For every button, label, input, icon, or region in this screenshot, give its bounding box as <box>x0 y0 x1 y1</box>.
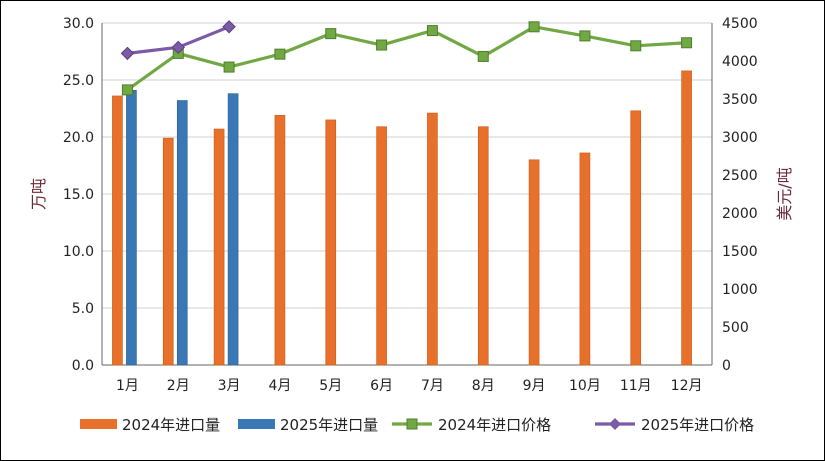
x-tick-label: 2月 <box>167 378 190 394</box>
bar-2024 <box>630 110 642 366</box>
right-axis-title: 美元/吨 <box>775 167 794 220</box>
left-tick-label: 10.0 <box>63 244 94 260</box>
x-tick-label: 12月 <box>671 378 703 394</box>
bar-2025 <box>126 89 137 366</box>
bar-2024 <box>112 95 123 366</box>
right-tick-label: 1000 <box>722 282 758 298</box>
left-axis-title: 万吨 <box>29 178 48 210</box>
right-tick-label: 4500 <box>722 16 758 32</box>
point-2024-price <box>528 21 540 33</box>
bar-2024 <box>325 119 337 366</box>
x-tick-label: 5月 <box>319 378 342 394</box>
bar-2025 <box>176 100 188 366</box>
x-tick-label: 1月 <box>116 378 139 394</box>
left-tick-label: 15.0 <box>63 187 94 203</box>
bar-2024 <box>528 159 540 366</box>
legend-2025-price-label: 2025年进口价格 <box>641 416 754 434</box>
point-2024-price <box>325 28 337 40</box>
point-2024-price <box>223 61 235 73</box>
legend-2024-price-label: 2024年进口价格 <box>438 416 551 434</box>
x-tick-label: 8月 <box>472 378 495 394</box>
bar-2024 <box>162 137 174 366</box>
bar-2024 <box>427 112 438 366</box>
point-2024-price <box>274 48 286 60</box>
right-tick-label: 2000 <box>722 206 758 222</box>
point-2025-price <box>171 40 185 55</box>
bar-2025 <box>227 93 239 366</box>
point-2025-price <box>120 46 135 61</box>
bar-2024 <box>376 126 387 366</box>
x-tick-label: 10月 <box>569 378 601 394</box>
right-tick-label: 3500 <box>722 92 758 108</box>
point-2024-price <box>376 39 388 51</box>
left-tick-label: 0.0 <box>72 358 94 374</box>
point-2024-price <box>477 50 489 62</box>
point-2024-price <box>121 84 133 96</box>
line-2024-price <box>126 25 687 92</box>
point-2024-price <box>630 40 642 52</box>
point-2024-price <box>579 30 591 42</box>
point-2025-price <box>222 20 236 34</box>
x-tick-label: 3月 <box>218 378 241 394</box>
left-tick-label: 5.0 <box>72 301 94 317</box>
right-tick-label: 500 <box>722 320 749 336</box>
x-tick-label: 7月 <box>421 378 444 394</box>
bar-2024 <box>579 152 591 366</box>
legend-2024-volume-swatch <box>80 419 117 429</box>
legend-2025-volume-label: 2025年进口量 <box>280 416 378 434</box>
bar-2024 <box>274 115 286 366</box>
point-2024-price <box>426 25 438 37</box>
bar-2024 <box>681 70 692 366</box>
legend-2024-price-marker <box>406 418 418 430</box>
right-tick-label: 0 <box>722 358 731 374</box>
right-tick-label: 3000 <box>722 130 758 146</box>
legend-2025-volume-swatch <box>238 419 275 429</box>
x-tick-label: 4月 <box>268 378 291 394</box>
right-tick-label: 2500 <box>722 168 758 184</box>
left-tick-label: 20.0 <box>63 130 94 146</box>
legend-2025-price-marker <box>609 418 621 430</box>
right-tick-label: 4000 <box>722 54 758 70</box>
bar-2024 <box>213 128 225 366</box>
left-tick-label: 30.0 <box>63 16 94 32</box>
point-2024-price <box>681 37 693 49</box>
x-tick-label: 9月 <box>523 378 546 394</box>
bar-2024 <box>477 126 489 366</box>
right-tick-label: 1500 <box>722 244 758 260</box>
legend-2024-volume-label: 2024年进口量 <box>122 416 220 434</box>
left-tick-label: 25.0 <box>63 73 94 89</box>
x-tick-label: 6月 <box>370 378 393 394</box>
x-tick-label: 11月 <box>620 378 652 394</box>
